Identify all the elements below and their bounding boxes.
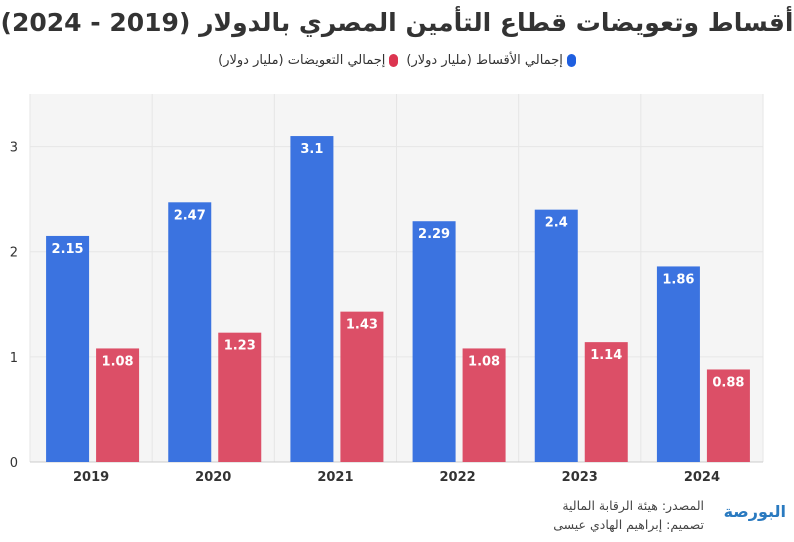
y-tick-label: 3 [10, 141, 18, 156]
bar-premiums [656, 266, 700, 462]
bar-claims [584, 342, 628, 462]
y-tick-label: 1 [10, 351, 18, 366]
legend-item-premiums: إجمالي الأقساط (مليار دولار) [406, 53, 576, 68]
legend-label: إجمالي التعويضات (مليار دولار) [218, 53, 386, 68]
legend-swatch-claims [389, 54, 399, 67]
y-tick-label: 2 [10, 246, 18, 261]
data-label: 2.47 [174, 208, 206, 223]
bar-claims [218, 332, 262, 462]
source-text: المصدر: هيئة الرقابة المالية [562, 498, 704, 513]
bar-claims [706, 369, 750, 462]
bar-premiums [290, 136, 334, 463]
data-label: 1.08 [468, 354, 500, 369]
data-label: 0.88 [712, 375, 744, 390]
legend-label: إجمالي الأقساط (مليار دولار) [406, 53, 563, 68]
legend-item-claims: إجمالي التعويضات (مليار دولار) [218, 53, 399, 68]
bar-premiums [168, 202, 212, 462]
chart-title: أقساط وتعويضات قطاع التأمين المصري بالدو… [0, 8, 794, 37]
data-label: 2.29 [418, 227, 450, 242]
design-credit: تصميم: إبراهيم الهادي عيسى [553, 517, 704, 532]
data-label: 1.43 [346, 318, 378, 333]
data-label: 1.08 [102, 354, 134, 369]
x-tick-label: 2019 [73, 470, 109, 485]
x-tick-label: 2024 [684, 470, 720, 485]
data-label: 1.86 [662, 272, 694, 287]
legend-swatch-premiums [566, 54, 576, 67]
logo: البورصة [723, 502, 786, 521]
bar-claims [462, 348, 506, 462]
y-tick-label: 0 [10, 456, 18, 471]
bar-claims [340, 311, 384, 462]
bar-premiums [412, 221, 456, 462]
data-label: 1.23 [224, 339, 256, 354]
bar-claims [96, 348, 140, 462]
data-label: 3.1 [300, 142, 323, 157]
x-tick-label: 2020 [195, 470, 231, 485]
data-label: 1.14 [590, 348, 622, 363]
x-tick-label: 2023 [562, 470, 598, 485]
bar-premiums [46, 235, 90, 462]
footer: المصدر: هيئة الرقابة المالية تصميم: إبرا… [553, 496, 704, 534]
data-label: 2.15 [52, 242, 84, 257]
legend: إجمالي الأقساط (مليار دولار) إجمالي التع… [0, 53, 794, 68]
x-tick-label: 2022 [439, 470, 475, 485]
bar-premiums [534, 209, 578, 462]
x-tick-label: 2021 [317, 470, 353, 485]
data-label: 2.4 [545, 216, 568, 231]
